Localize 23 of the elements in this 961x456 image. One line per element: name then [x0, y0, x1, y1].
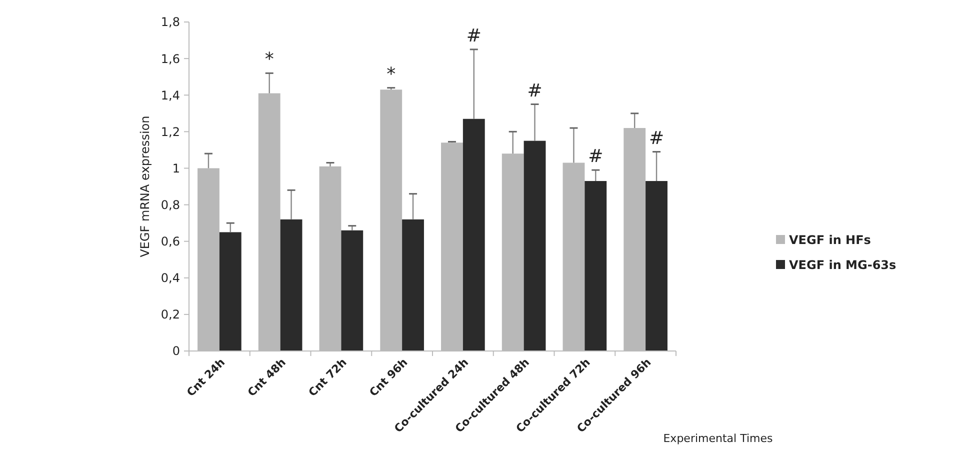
annotation: # — [466, 25, 482, 46]
y-axis-title: VEGF mRNA expression — [138, 116, 152, 258]
y-tick-label: 0,4 — [160, 271, 180, 286]
annotation: # — [527, 80, 542, 102]
x-tick-label: Cnt 96h — [366, 356, 410, 400]
y-tick-label: 1,6 — [160, 52, 180, 66]
annotation: # — [588, 146, 604, 168]
legend-label: VEGF in MG-63s — [789, 258, 896, 272]
y-tick-label: 1,4 — [160, 88, 180, 102]
x-axis-title: Experimental Times — [663, 432, 774, 445]
y-tick-label: 0,6 — [160, 234, 180, 249]
annotation: * — [386, 64, 396, 85]
y-tick-label: 1,2 — [160, 124, 180, 139]
y-tick-label: 1 — [172, 161, 180, 176]
annotation: # — [648, 128, 664, 149]
y-tick-label: 0,8 — [160, 198, 180, 212]
x-tick-label: Cnt 48h — [245, 356, 288, 400]
y-tick-label: 1,8 — [160, 15, 180, 30]
annotation: * — [264, 49, 274, 70]
y-tick-label: 0,2 — [160, 308, 180, 322]
x-tick-label: Cnt 72h — [306, 356, 350, 400]
y-tick-label: 0 — [172, 344, 180, 358]
legend-label: VEGF in HFs — [789, 233, 871, 248]
